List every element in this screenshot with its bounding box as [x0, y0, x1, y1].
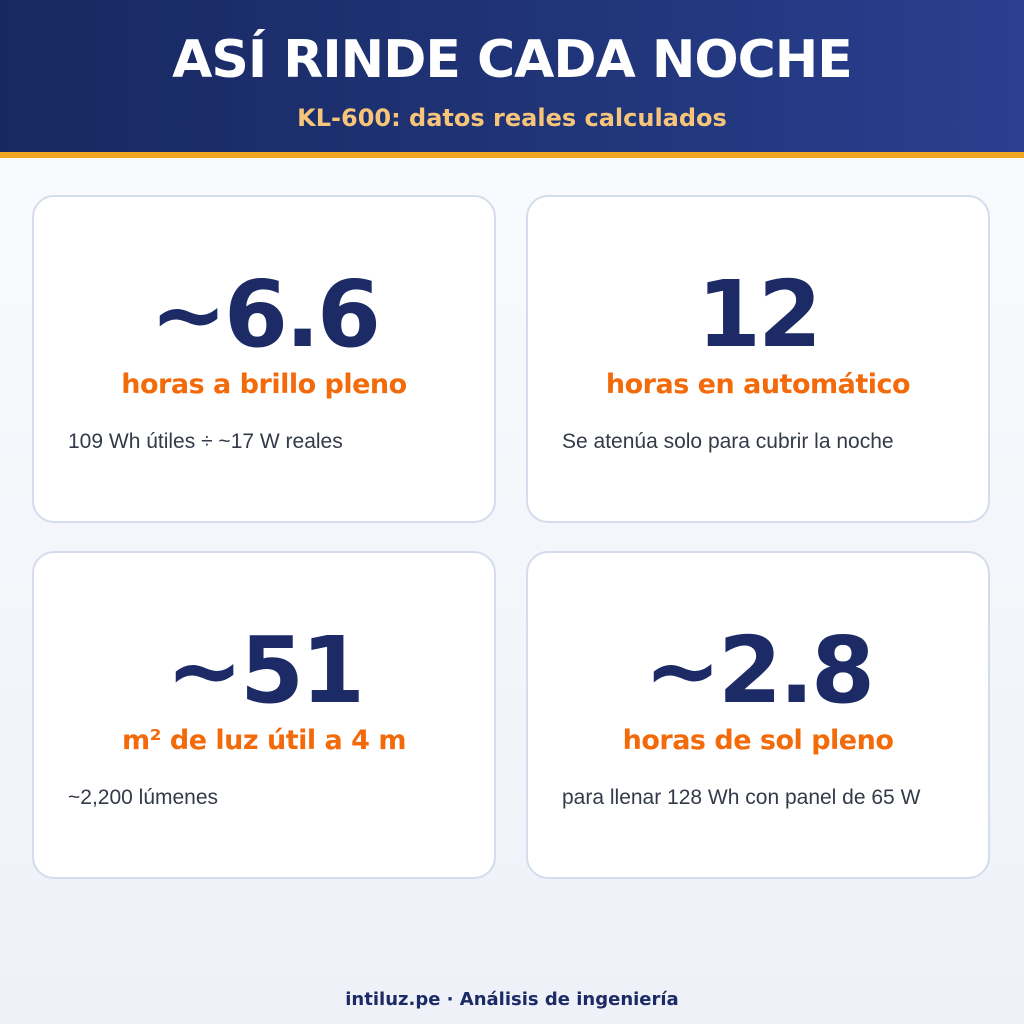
stat-label: m² de luz útil a 4 m: [122, 725, 406, 756]
stat-value: 12: [696, 261, 822, 368]
stat-value: ~2.8: [643, 617, 875, 724]
stat-description: Se atenúa solo para cubrir la noche: [562, 430, 894, 453]
stat-card-sun-hours: ~2.8 horas de sol pleno para llenar 128 …: [526, 551, 990, 879]
stat-label: horas de sol pleno: [622, 725, 894, 756]
page-subtitle: KL-600: datos reales calculados: [297, 104, 727, 132]
stat-card-light-area: ~51 m² de luz útil a 4 m ~2,200 lúmenes: [32, 551, 496, 879]
page-title: ASÍ RINDE CADA NOCHE: [172, 30, 853, 90]
header-banner: ASÍ RINDE CADA NOCHE KL-600: datos reale…: [0, 0, 1024, 152]
stat-description: para llenar 128 Wh con panel de 65 W: [562, 786, 921, 809]
stat-value: ~6.6: [149, 261, 381, 368]
stat-description: 109 Wh útiles ÷ ~17 W reales: [68, 430, 343, 453]
header-accent-bar: [0, 152, 1024, 158]
stat-description: ~2,200 lúmenes: [68, 786, 219, 809]
stat-label: horas a brillo pleno: [121, 369, 407, 400]
stat-card-brightness-hours: ~6.6 horas a brillo pleno 109 Wh útiles …: [32, 195, 496, 523]
stat-label: horas en automático: [605, 369, 911, 400]
stat-value: ~51: [165, 617, 365, 724]
footer-credit: intiluz.pe · Análisis de ingeniería: [345, 989, 679, 1010]
stat-card-auto-hours: 12 horas en automático Se atenúa solo pa…: [526, 195, 990, 523]
